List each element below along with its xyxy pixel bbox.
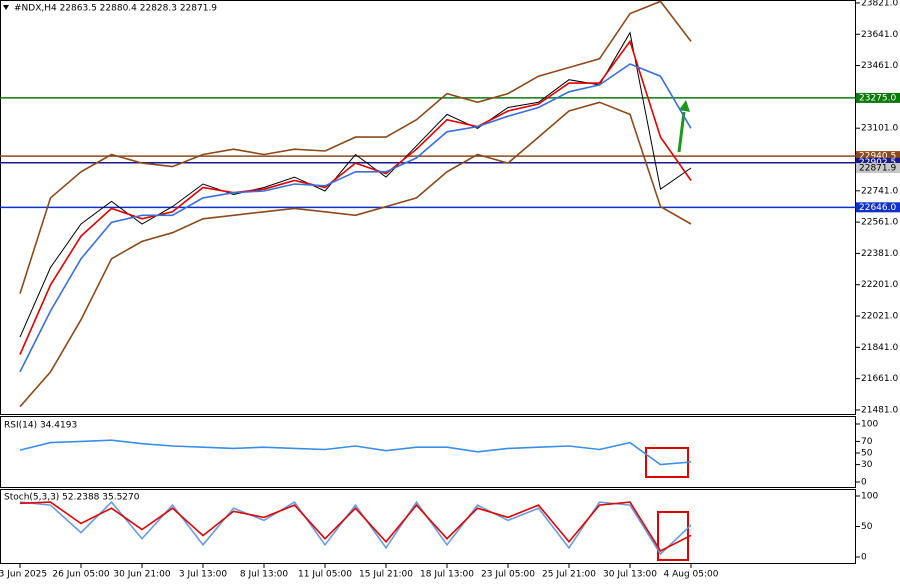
level-label: 22940.5 xyxy=(859,152,896,162)
y-tick-label: 21661.0 xyxy=(861,374,898,384)
y-tick-label: 50 xyxy=(861,449,873,459)
y-tick-label: 22381.0 xyxy=(861,249,898,259)
x-tick-label: 23 Jul 05:00 xyxy=(481,570,535,580)
price-tag xyxy=(856,163,900,174)
price-label: 22871.9 xyxy=(859,164,896,174)
up-arrow xyxy=(677,111,686,153)
y-tick-label: 0 xyxy=(861,553,867,563)
up-arrow-head xyxy=(679,100,690,112)
y-tick-label: 50 xyxy=(861,522,873,532)
y-tick-label: 21481.0 xyxy=(861,405,898,415)
series-line xyxy=(19,101,692,408)
x-tick-label: 30 Jul 13:00 xyxy=(603,570,657,580)
stoch-title: Stoch(5,3,3) 52.2388 35.5270 xyxy=(4,493,140,503)
x-tick-label: 8 Jul 13:00 xyxy=(240,570,289,580)
stoch-panel xyxy=(0,489,856,564)
y-tick-label: 23821.0 xyxy=(861,0,898,8)
series-line xyxy=(19,500,692,556)
collapse-icon xyxy=(3,5,9,10)
x-tick-label: 15 Jul 21:00 xyxy=(359,570,413,580)
series-line xyxy=(19,39,692,355)
level-label: 23275.0 xyxy=(859,93,896,103)
level-tag xyxy=(856,151,900,162)
series-line xyxy=(19,501,692,552)
y-tick-label: 22201.0 xyxy=(861,280,898,290)
y-tick-label: 23101.0 xyxy=(861,124,898,134)
y-tick-label: 23461.0 xyxy=(861,61,898,71)
y-tick-label: 30 xyxy=(861,460,873,470)
y-tick-label: 70 xyxy=(861,437,873,447)
x-tick-label: 23 Jun 2025 xyxy=(0,570,47,580)
level-tag xyxy=(856,157,900,168)
x-tick-label: 3 Jul 13:00 xyxy=(179,570,228,580)
x-tick-label: 25 Jul 21:00 xyxy=(542,570,596,580)
rsi-title: RSI(14) 34.4193 xyxy=(4,421,77,431)
y-tick-label: 100 xyxy=(861,492,878,502)
series-line xyxy=(19,439,692,466)
y-tick-label: 22561.0 xyxy=(861,218,898,228)
series-line xyxy=(19,31,692,338)
level-label: 22646.0 xyxy=(859,203,896,213)
level-tag xyxy=(856,92,900,103)
series-line xyxy=(19,0,692,294)
x-tick-label: 30 Jun 21:00 xyxy=(113,570,170,580)
x-tick-label: 11 Jul 05:00 xyxy=(298,570,352,580)
y-tick-label: 22021.0 xyxy=(861,312,898,322)
y-tick-label: 21841.0 xyxy=(861,343,898,353)
x-tick-label: 18 Jul 13:00 xyxy=(420,570,474,580)
x-tick-label: 4 Aug 05:00 xyxy=(664,570,719,580)
y-tick-label: 22741.0 xyxy=(861,186,898,196)
y-tick-label: 100 xyxy=(861,420,878,430)
chart-title: #NDX,H4 22863.5 22880.4 22828.3 22871.9 xyxy=(14,4,217,14)
series-line xyxy=(19,63,692,373)
x-tick-label: 26 Jun 05:00 xyxy=(52,570,109,580)
rsi-panel xyxy=(0,416,856,488)
y-tick-label: 23641.0 xyxy=(861,30,898,40)
level-tag xyxy=(856,202,900,213)
y-tick-label: 0 xyxy=(861,478,867,488)
